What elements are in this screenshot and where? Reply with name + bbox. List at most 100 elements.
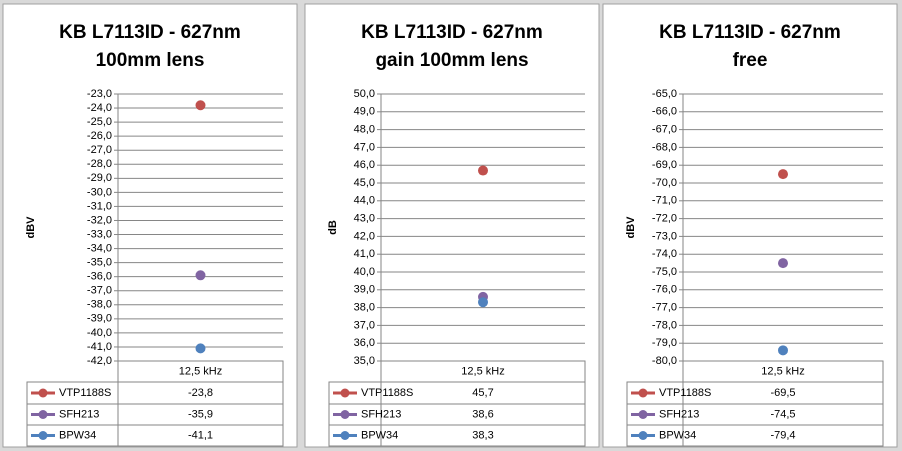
- y-tick-label: -67,0: [652, 124, 677, 136]
- y-tick-label: 38,0: [354, 302, 375, 314]
- y-tick-label: -69,0: [652, 159, 677, 171]
- y-tick-label: -28,0: [87, 158, 112, 170]
- table-row: [26, 424, 284, 447]
- y-tick-label: -42,0: [87, 355, 112, 367]
- y-tick-label: 44,0: [354, 195, 375, 207]
- chart-panel: KB L7113ID - 627nm free -65,0 -66,0 -67,0 -68…: [602, 3, 898, 448]
- panel-background: [2, 3, 298, 448]
- y-tick-label: 36,0: [354, 337, 375, 349]
- y-tick-label: 40,0: [354, 266, 375, 278]
- y-axis-label: dB: [327, 220, 339, 235]
- y-axis-label: dBV: [625, 216, 637, 239]
- y-tick-label: -65,0: [652, 88, 677, 100]
- y-tick-label: 35,0: [354, 355, 375, 367]
- data-point: [478, 165, 488, 176]
- y-tick-label: -36,0: [87, 271, 112, 283]
- legend-marker: [638, 410, 648, 419]
- y-tick-label: -77,0: [652, 302, 677, 314]
- y-tick-label: -40,0: [87, 327, 112, 339]
- y-tick-label: -78,0: [652, 319, 677, 331]
- y-tick-label: 37,0: [354, 319, 375, 331]
- y-tick-label: -32,0: [87, 214, 112, 226]
- data-label: -41,1: [188, 429, 213, 441]
- y-tick-label: -71,0: [652, 195, 677, 207]
- legend-label: SFH213: [59, 408, 99, 420]
- y-tick-label: -31,0: [87, 200, 112, 212]
- y-tick-label: -39,0: [87, 313, 112, 325]
- category-label: 12,5 kHz: [179, 365, 222, 377]
- y-tick-label: -70,0: [652, 177, 677, 189]
- y-tick-label: -72,0: [652, 213, 677, 225]
- data-label: -79,4: [770, 429, 795, 441]
- legend-marker: [38, 431, 48, 440]
- y-tick-label: -75,0: [652, 266, 677, 278]
- y-tick-label: -38,0: [87, 299, 112, 311]
- chart-panel: KB L7113ID - 627nm 100mm lens -23,0 -24,0 -2…: [2, 3, 298, 448]
- y-tick-label: -35,0: [87, 257, 112, 269]
- data-point: [778, 345, 788, 356]
- y-tick-label: 43,0: [354, 213, 375, 225]
- y-tick-label: 42,0: [354, 230, 375, 242]
- y-tick-label: 45,0: [354, 177, 375, 189]
- y-tick-label: -26,0: [87, 130, 112, 142]
- y-tick-label: 46,0: [354, 159, 375, 171]
- y-tick-label: -66,0: [652, 106, 677, 118]
- y-tick-label: -37,0: [87, 285, 112, 297]
- y-tick-label: -33,0: [87, 228, 112, 240]
- legend-marker: [638, 431, 648, 440]
- chart-title: 100mm lens: [96, 50, 205, 71]
- y-tick-label: 47,0: [354, 141, 375, 153]
- legend-label: VTP1188S: [361, 387, 413, 399]
- y-tick-label: 48,0: [354, 124, 375, 136]
- legend-marker: [638, 388, 648, 398]
- data-label: 38,3: [472, 429, 493, 441]
- data-point: [195, 343, 206, 354]
- category-label: 12,5 kHz: [761, 365, 804, 377]
- chart-panel: KB L7113ID - 627nm gain 100mm lens 35,0 36,…: [304, 3, 600, 448]
- legend-label: VTP1188S: [659, 387, 711, 399]
- chart-title: KB L7113ID - 627nm: [659, 22, 841, 43]
- legend-label: VTP1188S: [59, 387, 111, 399]
- legend-marker: [38, 410, 48, 419]
- y-tick-label: -74,0: [652, 248, 677, 260]
- panel-background: [602, 3, 898, 448]
- legend-marker: [340, 431, 350, 440]
- y-tick-label: -23,0: [87, 88, 112, 100]
- legend-marker: [340, 410, 350, 419]
- chart-title: gain 100mm lens: [375, 50, 528, 71]
- data-point: [778, 169, 788, 180]
- y-tick-label: -34,0: [87, 242, 112, 254]
- y-tick-label: -79,0: [652, 337, 677, 349]
- legend-marker: [340, 388, 350, 398]
- panel-background: [304, 3, 600, 448]
- y-tick-label: -30,0: [87, 186, 112, 198]
- chart-title: KB L7113ID - 627nm: [361, 22, 543, 43]
- category-label: 12,5 kHz: [461, 365, 504, 377]
- y-tick-label: -24,0: [87, 102, 112, 114]
- data-label: 38,6: [472, 408, 493, 420]
- y-tick-label: 41,0: [354, 248, 375, 260]
- table-row: [626, 424, 884, 447]
- data-label: -23,8: [188, 387, 213, 399]
- legend-label: BPW34: [59, 429, 96, 441]
- legend-label: SFH213: [361, 408, 401, 420]
- y-tick-label: -76,0: [652, 284, 677, 296]
- y-tick-label: -25,0: [87, 116, 112, 128]
- y-tick-label: -27,0: [87, 144, 112, 156]
- legend-label: SFH213: [659, 408, 699, 420]
- data-point: [195, 100, 206, 111]
- legend-marker: [38, 388, 48, 398]
- data-label: 45,7: [472, 387, 493, 399]
- y-tick-label: 50,0: [354, 88, 375, 100]
- data-point: [778, 258, 788, 269]
- y-tick-label: -41,0: [87, 341, 112, 353]
- table-row: [328, 424, 586, 447]
- data-label: -74,5: [770, 408, 795, 420]
- y-tick-label: -29,0: [87, 172, 112, 184]
- data-label: -69,5: [770, 387, 795, 399]
- y-tick-label: -73,0: [652, 230, 677, 242]
- y-tick-label: 39,0: [354, 284, 375, 296]
- y-tick-label: -80,0: [652, 355, 677, 367]
- chart-title: KB L7113ID - 627nm: [59, 22, 241, 43]
